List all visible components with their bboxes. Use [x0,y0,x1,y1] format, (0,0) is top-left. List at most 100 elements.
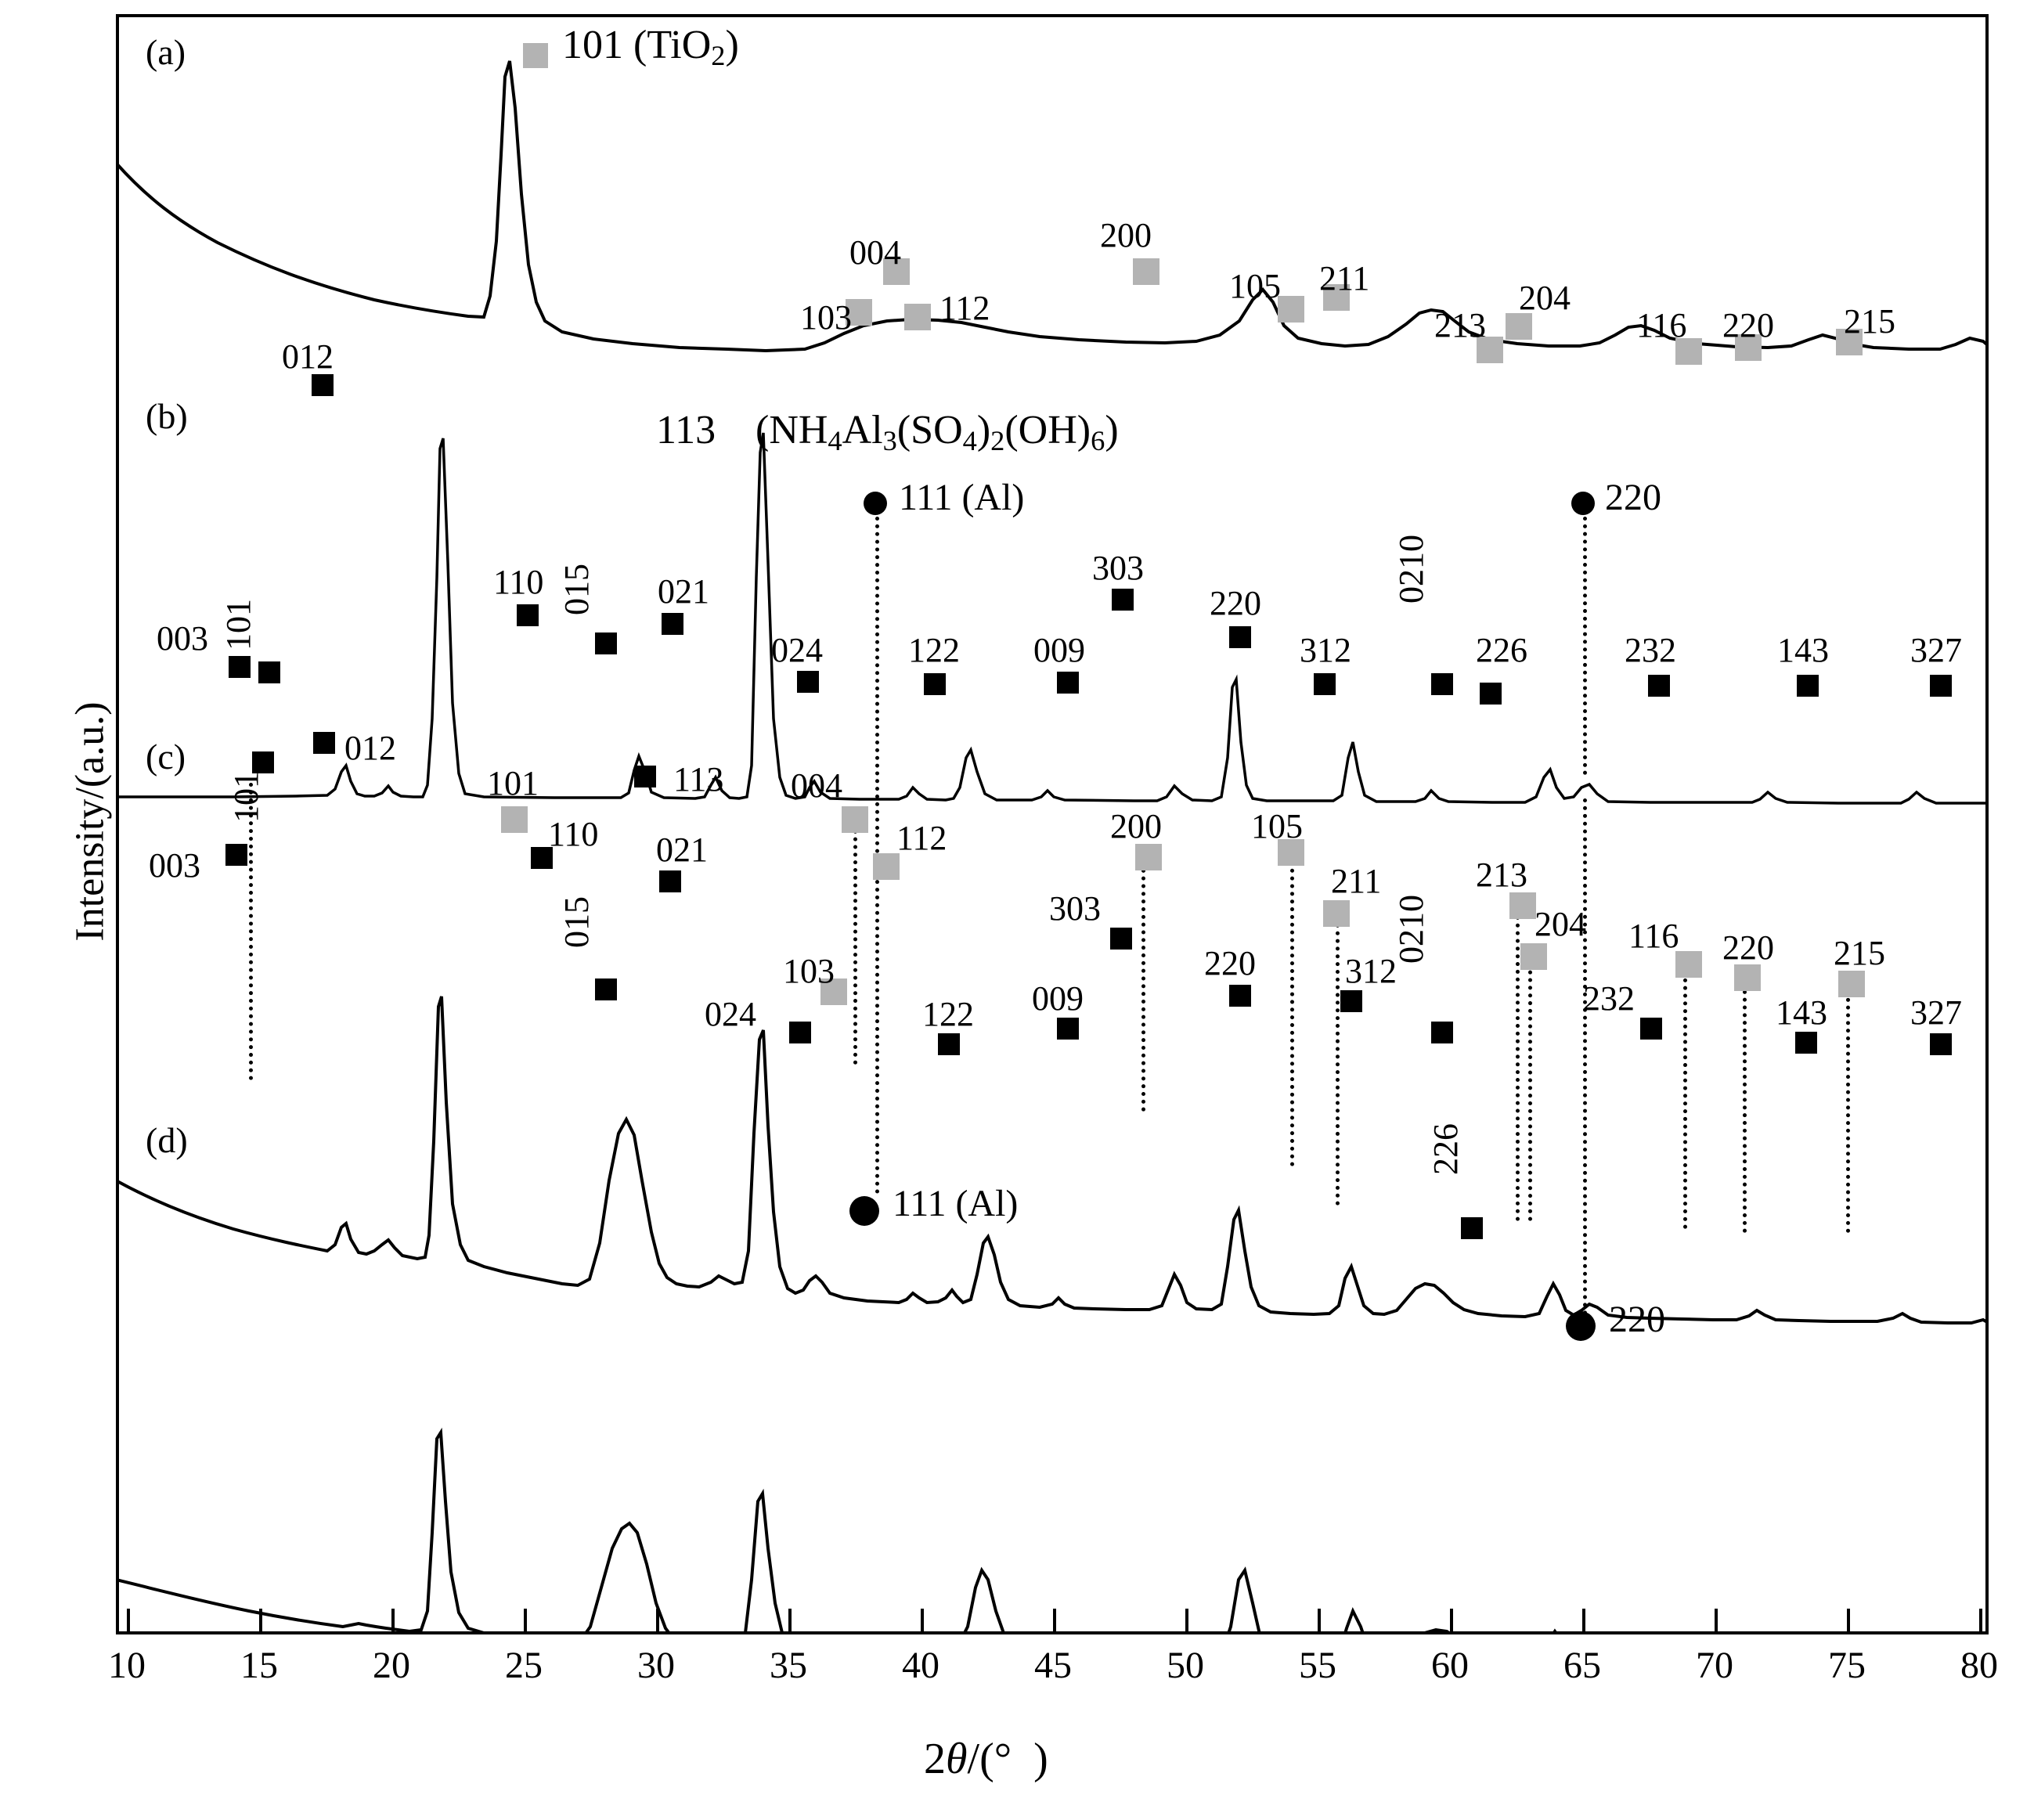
peak-marker-220 [1734,964,1761,991]
peak-marker-103 [820,978,847,1005]
legend-tio2-sub: 2 [711,40,726,72]
x-tickmark-15 [259,1609,262,1632]
peak-marker-220 [1229,626,1251,648]
legend-al-marker-b [864,492,887,515]
x-tickmark-20 [391,1609,395,1632]
x-tickmark-45 [1053,1609,1056,1632]
peak-marker-312 [1340,990,1362,1012]
legend-tio2-end: ) [725,23,739,67]
peak-label-200: 200 [1110,807,1162,845]
x-tick-20: 20 [373,1645,410,1686]
peak-marker-220 [1229,985,1251,1007]
legend-alunite-formula: (NH4Al3(SO4)2(OH)6) [756,408,1119,457]
al-220-marker-d [1566,1311,1596,1341]
guide-204-c [1528,955,1532,1221]
peak-marker-101 [252,751,274,773]
peak-marker-015 [595,632,617,654]
peak-label-220: 220 [1210,584,1261,622]
legend-al-text-d: 111 (Al) [893,1183,1019,1224]
peak-label-226: 226 [1476,631,1527,669]
peak-label-143: 143 [1777,631,1829,669]
legend-tio2-text: 101 (TiO2) [562,22,739,72]
peak-label-024: 024 [705,995,756,1033]
peak-marker-004 [842,806,868,833]
peak-marker-024 [789,1022,811,1043]
guide-215-c [1846,990,1850,1233]
peak-marker-200 [1133,258,1159,285]
legend-tio2-marker [523,43,548,68]
x-tickmark-10 [127,1609,130,1632]
peak-marker-015 [595,978,617,1000]
peak-marker-122 [938,1033,960,1055]
curve-a [116,60,1989,353]
plot-frame [116,14,1989,1634]
peak-marker-009 [1057,672,1079,694]
peak-label-012: 012 [344,729,396,767]
peak-label-113: 113 [673,760,724,798]
x-tickmark-60 [1450,1609,1453,1632]
peak-label-015: 015 [557,896,596,948]
peak-marker-204 [1520,943,1547,970]
peak-marker-143 [1797,675,1819,697]
guide-105-c [1290,853,1294,1166]
guide-al-220-c [1583,798,1587,1315]
peak-label-021: 021 [656,831,708,869]
peak-marker-143 [1795,1032,1817,1054]
xrd-curves [116,60,1989,1634]
peak-marker-012 [313,732,335,754]
peak-marker-110 [517,604,539,626]
peak-marker-101 [501,806,528,833]
x-tick-15: 15 [240,1645,278,1686]
al-220-text-d: 220 [1609,1299,1665,1340]
panel-label-d: (d) [146,1120,188,1160]
x-tick-50: 50 [1167,1645,1204,1686]
guide-220-c [1743,982,1747,1233]
peak-label-116: 116 [1636,306,1687,344]
peak-marker-327 [1930,675,1952,697]
peak-label-312: 312 [1300,631,1351,669]
peak-label-211: 211 [1331,862,1382,900]
guide-al-111-b [875,517,879,822]
peak-label-327: 327 [1910,993,1962,1032]
peak-marker-110 [531,847,553,869]
peak-marker-024 [797,671,819,693]
x-tickmark-55 [1318,1609,1321,1632]
x-tick-45: 45 [1034,1645,1072,1686]
peak-marker-327 [1930,1033,1952,1055]
x-tickmark-75 [1847,1609,1850,1632]
al-220-text-b: 220 [1605,477,1661,518]
peak-marker-220 [1735,334,1762,361]
peak-label-110: 110 [493,563,544,601]
peak-label-143: 143 [1776,993,1827,1032]
y-axis-title: Intensity/(a.u.) [67,701,113,942]
panel-label-a: (a) [146,32,186,72]
peak-marker-003 [225,844,247,866]
x-tickmark-50 [1185,1609,1188,1632]
x-tick-55: 55 [1299,1645,1336,1686]
peak-marker-116 [1675,338,1702,365]
x-tick-40: 40 [902,1645,939,1686]
peak-label-312: 312 [1345,952,1397,990]
panel-label-c: (c) [146,737,186,777]
peak-marker-009 [1057,1018,1079,1040]
x-tick-80: 80 [1960,1645,1998,1686]
peak-marker-112 [873,853,900,880]
x-tick-70: 70 [1696,1645,1733,1686]
peak-marker-113 [634,766,656,787]
peak-marker-226 [1461,1217,1483,1239]
peak-label-105: 105 [1229,267,1281,305]
x-tick-65: 65 [1563,1645,1601,1686]
guide-213-c [1516,908,1520,1221]
curve-c [116,996,1989,1324]
peak-label-220: 220 [1204,944,1256,982]
peak-label-103: 103 [800,298,852,337]
legend-alunite-index: 113 [656,408,716,452]
peak-label-101: 101 [219,599,258,651]
x-tickmark-65 [1582,1609,1585,1632]
x-axis-title: 2θ/(° ) [924,1735,1048,1783]
panel-label-b: (b) [146,396,188,436]
peak-label-015: 015 [557,564,596,615]
peak-marker-0210 [1431,673,1453,695]
guide-al-220-b [1583,517,1587,775]
